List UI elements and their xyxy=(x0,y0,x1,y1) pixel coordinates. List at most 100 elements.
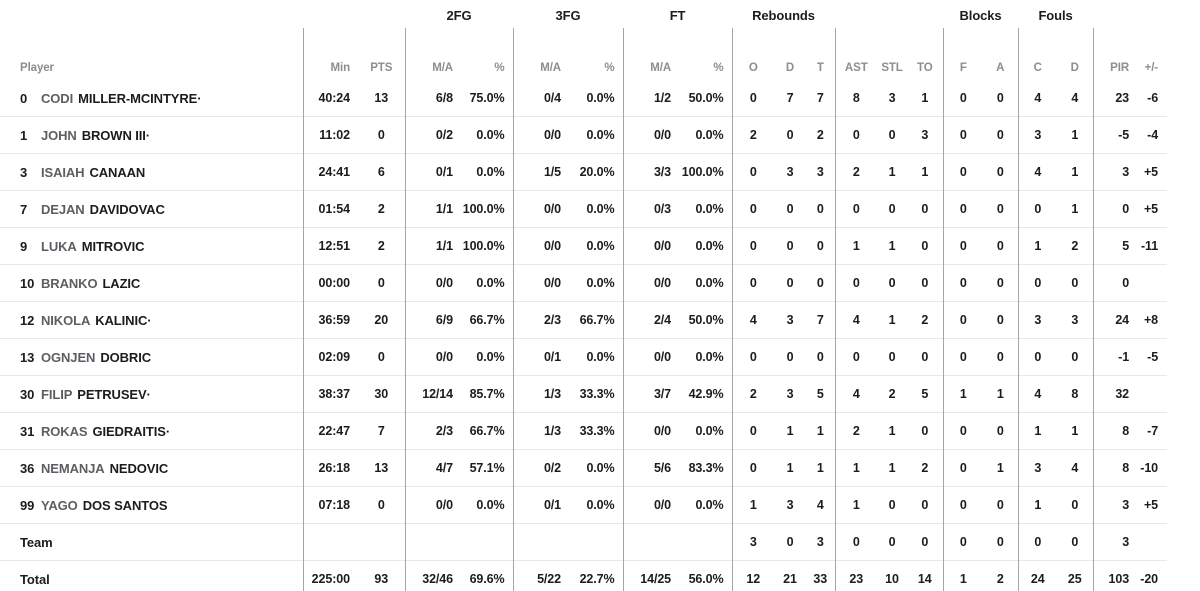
stat-assists: 0 xyxy=(852,202,860,216)
stat-minutes: 40:24 xyxy=(318,91,351,105)
stat-reb-total: 3 xyxy=(806,523,836,561)
stat-blocks-against: 0 xyxy=(983,153,1019,191)
stat-points: 0 xyxy=(358,264,406,302)
player-name-cell[interactable]: 99 YAGO DOS SANTOS xyxy=(0,486,304,524)
player-name-cell[interactable]: 12 NIKOLA KALINIC· xyxy=(0,301,304,339)
stat-2fg-percent: 100.0% xyxy=(460,190,514,228)
stat-points: 93 xyxy=(358,560,406,591)
stat-fouls-committed: 0 xyxy=(1034,276,1042,290)
stat-blocks-favour: 0 xyxy=(959,165,967,179)
player-last-name: Team xyxy=(20,534,53,550)
stat-points: 30 xyxy=(358,375,406,413)
stat-pir: 0 xyxy=(1122,202,1130,216)
stat-ft-made-attempted: 3/7 xyxy=(653,387,672,401)
stat-ft-made-attempted: 0/0 xyxy=(653,424,672,438)
stat-blocks-favour: 1 xyxy=(959,387,967,401)
stat-fouls-drawn: 1 xyxy=(1057,190,1094,228)
group-header-2fg: 2FG xyxy=(446,7,472,23)
stat-blocks-against: 1 xyxy=(983,375,1019,413)
stat-3fg-made-attempted: 1/5 xyxy=(543,165,562,179)
stat-assists: 4 xyxy=(852,387,860,401)
column-header-reb-defensive: D xyxy=(785,62,795,74)
player-name-cell[interactable]: 9 LUKA MITROVIC xyxy=(0,227,304,265)
stat-ft-made-attempted: 14/25 xyxy=(640,572,672,586)
stat-fouls-committed: 4 xyxy=(1034,165,1042,179)
stat-pir: -5 xyxy=(1118,128,1130,142)
stat-blocks-against: 0 xyxy=(983,80,1019,117)
stat-reb-total: 2 xyxy=(806,116,836,154)
stat-assists: 0 xyxy=(852,535,860,549)
player-first-name: NEMANJA xyxy=(41,460,105,476)
stat-reb-defensive: 1 xyxy=(786,424,794,438)
stat-fouls-drawn: 1 xyxy=(1057,153,1094,191)
stat-ft-percent: 100.0% xyxy=(678,153,733,191)
stat-3fg-percent: 33.3% xyxy=(568,375,624,413)
stat-assists: 2 xyxy=(852,165,860,179)
stat-reb-offensive: 0 xyxy=(749,239,757,253)
player-last-name: CANAAN xyxy=(89,164,146,180)
stat-reb-offensive: 2 xyxy=(749,128,757,142)
stat-blocks-favour: 0 xyxy=(959,313,967,327)
stat-blocks-against: 0 xyxy=(983,227,1019,265)
player-jersey-number: 12 xyxy=(20,312,35,328)
stat-2fg-made-attempted: 12/14 xyxy=(422,387,453,401)
stat-plus-minus xyxy=(1133,265,1167,302)
stat-3fg-percent: 22.7% xyxy=(568,560,624,591)
stat-reb-offensive: 0 xyxy=(749,350,757,364)
stat-reb-total: 1 xyxy=(806,449,836,487)
stat-blocks-against: 2 xyxy=(983,560,1019,591)
column-header-2fg-pct: % xyxy=(460,28,514,80)
stat-fouls-committed: 4 xyxy=(1034,91,1042,105)
stat-reb-defensive: 0 xyxy=(786,350,794,364)
stat-ft-made-attempted: 0/3 xyxy=(653,202,672,216)
player-last-name: MITROVIC xyxy=(81,238,145,254)
stat-2fg-made-attempted: 0/0 xyxy=(435,350,453,364)
stat-3fg-percent: 0.0% xyxy=(568,190,624,228)
player-name-cell[interactable]: 7 DEJAN DAVIDOVAC xyxy=(0,190,304,228)
stat-plus-minus: +5 xyxy=(1143,202,1159,216)
stat-minutes: 22:47 xyxy=(318,424,351,438)
player-jersey-number: 9 xyxy=(20,238,28,254)
player-first-name: ISAIAH xyxy=(41,164,85,180)
stat-reb-defensive: 0 xyxy=(786,276,794,290)
player-name-cell[interactable]: 30 FILIP PETRUSEV· xyxy=(0,375,304,413)
stat-fouls-drawn: 0 xyxy=(1057,486,1094,524)
stat-turnovers: 0 xyxy=(907,338,944,376)
stat-ft-percent: 42.9% xyxy=(678,375,733,413)
stat-blocks-against: 0 xyxy=(983,412,1019,450)
player-name-cell[interactable]: 3 ISAIAH CANAAN xyxy=(0,153,304,191)
stat-reb-defensive: 0 xyxy=(786,239,794,253)
stat-fouls-drawn: 8 xyxy=(1057,375,1094,413)
table-body: 0 CODI MILLER-MCINTYRE· 40:24 13 6/8 75.0%… xyxy=(0,80,1168,591)
stat-minutes: 00:00 xyxy=(318,276,351,290)
stat-3fg-percent: 66.7% xyxy=(568,301,624,339)
player-name-cell[interactable]: 1 JOHN BROWN III· xyxy=(0,116,304,154)
player-name-cell[interactable]: 0 CODI MILLER-MCINTYRE· xyxy=(0,80,304,117)
stat-ft-percent: 0.0% xyxy=(678,338,733,376)
stat-plus-minus: -5 xyxy=(1147,350,1159,364)
stat-plus-minus: -10 xyxy=(1140,461,1159,475)
stat-fouls-drawn: 0 xyxy=(1057,338,1094,376)
stat-pir: 23 xyxy=(1115,91,1130,105)
column-header-reb-total: T xyxy=(806,28,836,80)
stat-2fg-percent: 100.0% xyxy=(460,227,514,265)
player-name-cell[interactable]: 13 OGNJEN DOBRIC xyxy=(0,338,304,376)
stat-reb-offensive: 0 xyxy=(749,424,757,438)
player-name-cell[interactable]: 10 BRANKO LAZIC xyxy=(0,264,304,302)
stat-blocks-against: 0 xyxy=(983,190,1019,228)
stat-2fg-made-attempted: 6/8 xyxy=(435,91,453,105)
stat-blocks-favour: 0 xyxy=(959,498,967,512)
player-row: 99 YAGO DOS SANTOS 07:18 0 0/0 0.0% 0/1 0.… xyxy=(0,486,1168,524)
player-name-cell[interactable]: 36 NEMANJA NEDOVIC xyxy=(0,449,304,487)
stat-3fg-made-attempted: 0/4 xyxy=(543,91,562,105)
stat-turnovers: 0 xyxy=(907,523,944,561)
stat-pir: -1 xyxy=(1118,350,1130,364)
stat-reb-offensive: 3 xyxy=(749,535,757,549)
stat-fouls-drawn: 4 xyxy=(1057,80,1094,117)
stat-plus-minus: -20 xyxy=(1140,572,1159,586)
player-jersey-number: 31 xyxy=(20,423,35,439)
stat-fouls-committed: 24 xyxy=(1030,572,1045,586)
stat-ft-made-attempted: 0/0 xyxy=(653,128,672,142)
player-name-cell[interactable]: 31 ROKAS GIEDRAITIS· xyxy=(0,412,304,450)
stat-3fg-made-attempted: 2/3 xyxy=(543,313,562,327)
